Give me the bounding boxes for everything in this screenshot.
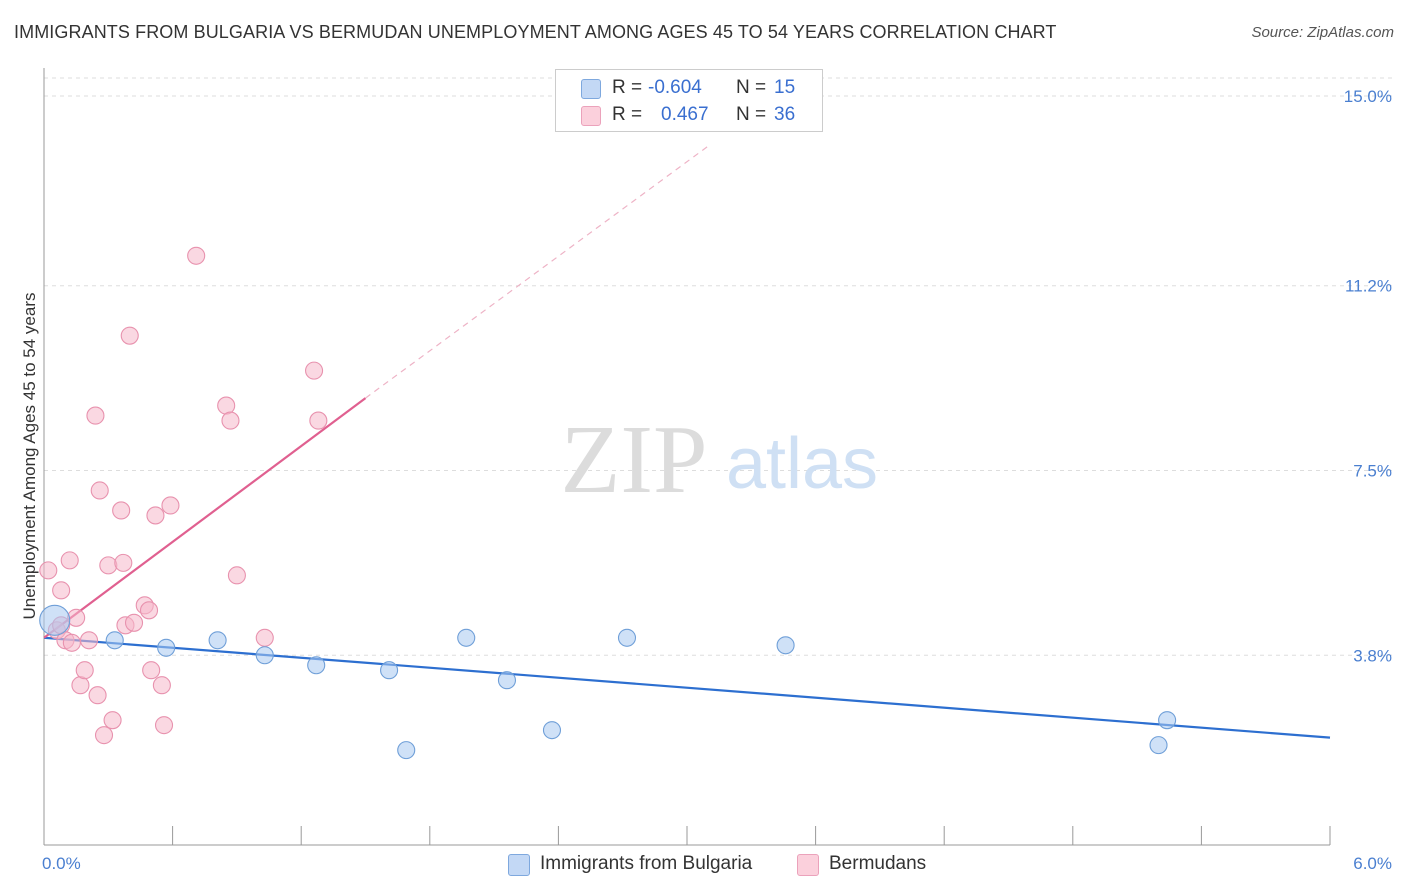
point-bulgaria <box>1149 736 1168 755</box>
point-bulgaria <box>457 628 476 647</box>
bottom-legend-swatch-bulgaria <box>508 854 530 876</box>
point-bulgaria <box>105 631 124 650</box>
point-bermudans <box>90 481 109 500</box>
point-bermudans <box>94 726 114 745</box>
point-bermudans <box>114 553 133 572</box>
trend-line-bermudans-extension <box>365 145 709 399</box>
point-bulgaria <box>307 656 326 675</box>
point-bermudans <box>75 661 94 680</box>
legend-n-value: 15 <box>774 77 796 98</box>
tick-labels: 3.8% 7.5% 11.2% 15.0% 0.0% 6.0% <box>42 87 1392 873</box>
point-bermudans <box>152 676 171 695</box>
point-bulgaria <box>39 604 71 636</box>
point-bermudans <box>99 556 118 575</box>
gridlines <box>44 77 1392 656</box>
point-bulgaria <box>776 636 795 655</box>
point-bermudans <box>255 628 274 647</box>
point-bermudans <box>154 716 174 735</box>
y-tick-label: 3.8% <box>1353 646 1392 665</box>
axes <box>43 68 1331 846</box>
point-bulgaria <box>542 721 562 740</box>
point-bermudans <box>60 551 79 570</box>
point-bermudans <box>71 676 90 695</box>
point-bermudans <box>67 608 86 627</box>
y-tick-label: 15.0% <box>1344 87 1392 106</box>
point-bermudans <box>221 411 240 430</box>
watermark-zip: ZIP <box>561 406 708 514</box>
x-tick-label: 0.0% <box>42 854 81 873</box>
trend-line-bulgaria <box>43 636 1331 739</box>
legend-r-label: R = <box>612 77 643 98</box>
point-bermudans <box>86 406 105 425</box>
point-bermudans <box>39 561 58 580</box>
point-bermudans <box>217 396 236 415</box>
point-bermudans <box>52 581 71 600</box>
legend-swatch-bermudans <box>581 106 601 126</box>
source-credit: Source: ZipAtlas.com <box>1251 24 1394 41</box>
point-bermudans <box>142 661 161 680</box>
legend-swatch-bulgaria <box>581 79 601 99</box>
watermark-atlas: atlas <box>726 424 878 504</box>
point-bermudans <box>120 326 139 345</box>
point-bermudans <box>88 686 107 705</box>
y-tick-label: 11.2% <box>1345 277 1392 296</box>
bottom-legend-label-bermudans: Bermudans <box>829 853 927 874</box>
legend-r-value: 0.467 <box>661 104 709 125</box>
chart-title: IMMIGRANTS FROM BULGARIA VS BERMUDAN UNE… <box>14 22 1057 42</box>
trend-line-bermudans <box>43 397 367 639</box>
point-bermudans <box>112 501 131 520</box>
point-bulgaria <box>255 646 274 665</box>
x-tick-label: 6.0% <box>1353 854 1392 873</box>
point-bermudans <box>161 496 180 515</box>
data-points <box>39 246 1177 760</box>
point-bulgaria <box>208 631 227 650</box>
legend-n-label: N = <box>736 77 767 98</box>
point-bulgaria <box>380 661 399 680</box>
point-bulgaria <box>497 671 517 690</box>
legend-r-label: R = <box>612 104 643 125</box>
y-tick-label: 7.5% <box>1353 462 1392 481</box>
point-bermudans <box>227 566 246 585</box>
point-bermudans <box>309 411 328 430</box>
bottom-legend-swatch-bermudans <box>797 854 819 876</box>
legend-n-label: N = <box>736 104 767 125</box>
point-bermudans <box>79 631 99 650</box>
point-bermudans <box>139 601 159 620</box>
watermark: ZIP atlas <box>561 406 879 514</box>
point-bermudans <box>124 613 144 632</box>
legend-n-value: 36 <box>774 104 796 125</box>
point-bulgaria <box>397 741 416 760</box>
point-bermudans <box>187 246 206 265</box>
legend-r-value: -0.604 <box>648 77 702 98</box>
bottom-legend-label-bulgaria: Immigrants from Bulgaria <box>540 853 753 874</box>
point-bermudans <box>62 633 81 652</box>
correlation-legend: R = -0.604 N = 15 R = 0.467 N = 36 <box>555 69 823 132</box>
point-bermudans <box>103 711 122 730</box>
point-bermudans <box>146 506 165 525</box>
point-bermudans <box>305 361 324 380</box>
point-bulgaria <box>1158 711 1177 730</box>
legend-row-bermudans: R = 0.467 N = 36 <box>556 102 822 128</box>
point-bulgaria <box>617 628 637 647</box>
point-bulgaria <box>157 638 176 657</box>
legend-row-bulgaria: R = -0.604 N = 15 <box>556 75 822 101</box>
